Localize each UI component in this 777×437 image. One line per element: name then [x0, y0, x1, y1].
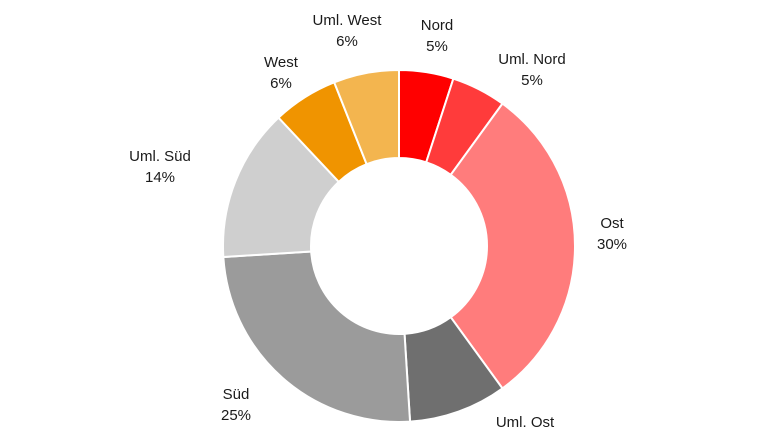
slice-name: Ost [600, 215, 624, 232]
slice-percent: 14% [145, 169, 175, 186]
slice-label: West 6% [264, 54, 299, 92]
slice-percent: 30% [597, 236, 627, 253]
slice-label: Ost 30% [597, 215, 627, 253]
slice-label: Nord 5% [421, 17, 454, 55]
slice-percent: 6% [270, 75, 292, 92]
chart-labels: Nord 5% Uml. Nord 5% Ost 30% Uml. Ost Süd 25% Uml… [129, 12, 627, 431]
slice-name: Uml. West [313, 12, 383, 29]
slice-ost [449, 102, 576, 390]
slice-label: Uml. Nord 5% [498, 51, 566, 89]
slice-name: West [264, 54, 299, 71]
slice-name: Uml. Süd [129, 148, 191, 165]
slice-label: Uml. West 6% [313, 12, 383, 50]
slice-süd [222, 250, 412, 423]
slice-percent: 25% [221, 407, 251, 424]
chart-slices [222, 68, 576, 423]
slice-name: Süd [223, 386, 250, 403]
slice-name: Uml. Nord [498, 51, 566, 68]
slice-name: Nord [421, 17, 454, 34]
slice-label: Süd 25% [221, 386, 251, 424]
slice-percent: 6% [336, 33, 358, 50]
slice-uml-süd [222, 116, 341, 259]
slice-label: Uml. Süd 14% [129, 148, 191, 186]
slice-label: Uml. Ost [496, 414, 555, 431]
slice-percent: 5% [426, 38, 448, 55]
slice-name: Uml. Ost [496, 414, 555, 431]
slice-percent: 5% [521, 72, 543, 89]
slice-uml-west [332, 68, 400, 166]
